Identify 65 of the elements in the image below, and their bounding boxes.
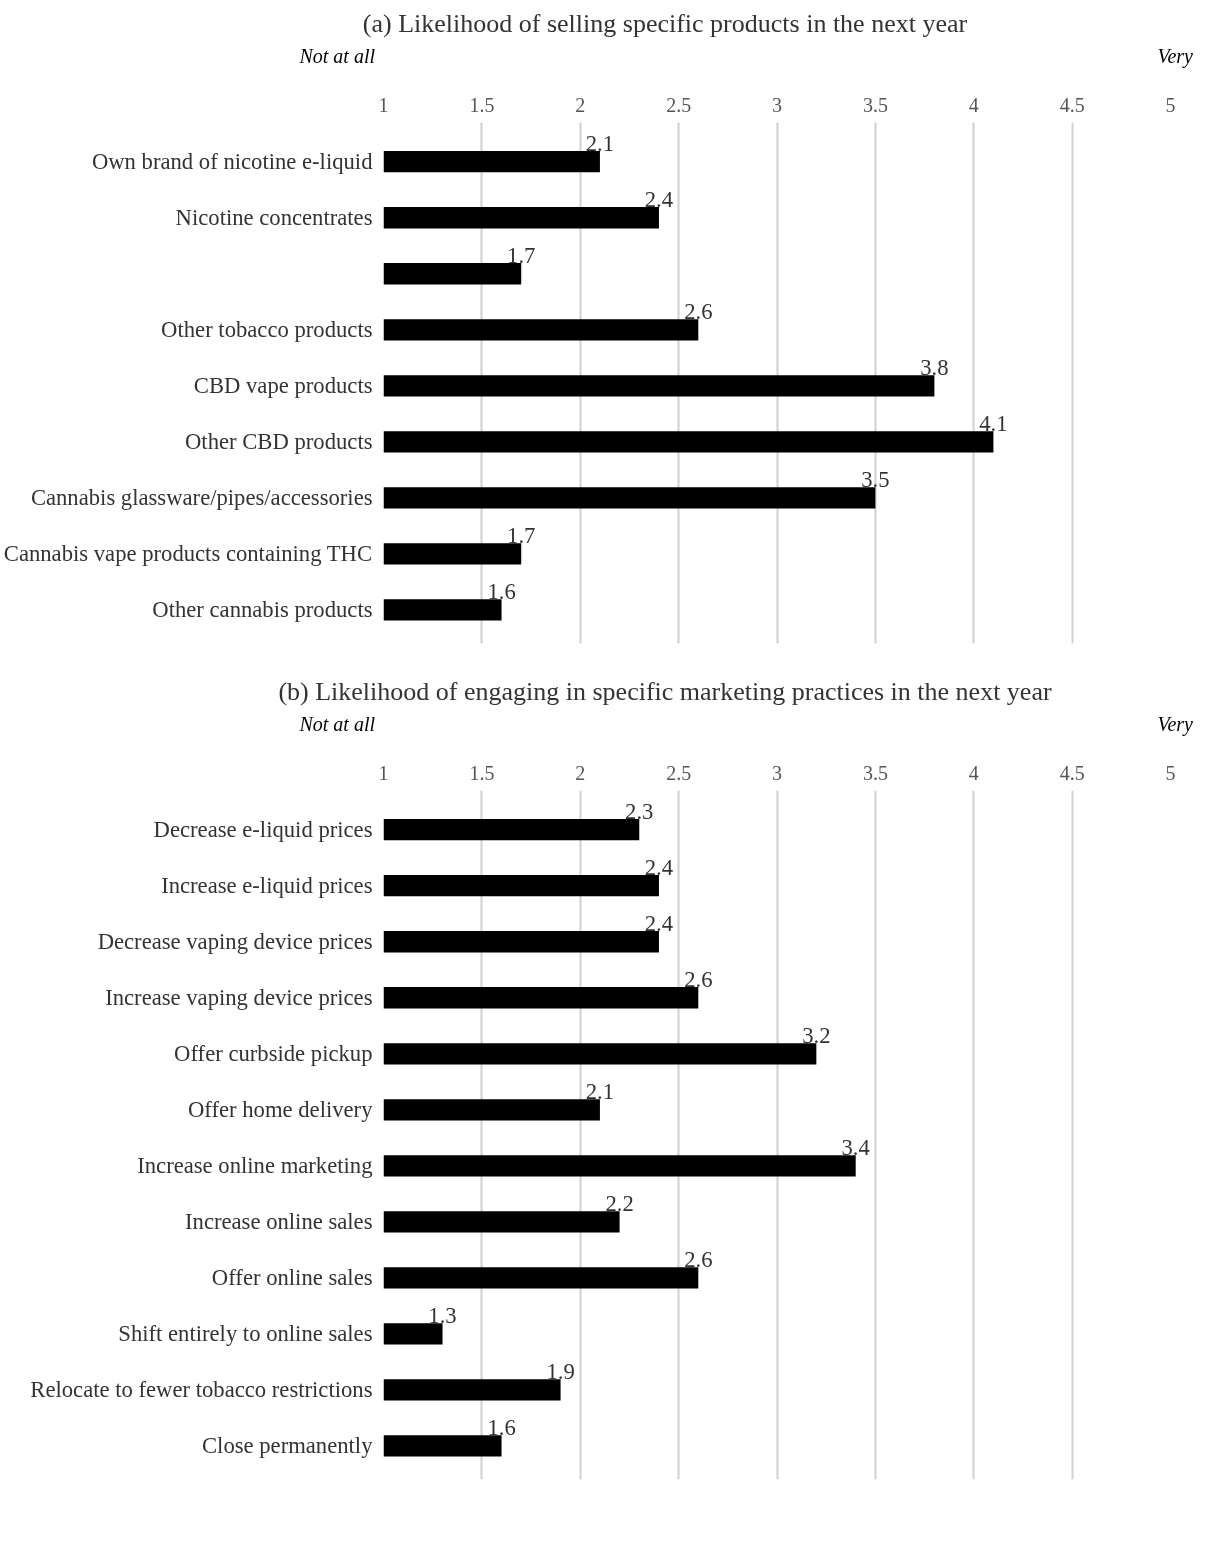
data-label: 2.2 [605,1190,634,1216]
y-tick-label: Increase e-liquid prices [161,873,373,899]
y-tick-label: Decrease vaping device prices [97,929,373,955]
data-label: 1.7 [507,242,536,268]
data-label: 1.6 [487,578,516,604]
y-tick-label: Shift entirely to online sales [118,1321,373,1347]
y-tick-label: Relocate to fewer tobacco restrictions [30,1377,373,1403]
x-tick-label: 4.5 [1059,761,1085,784]
y-tick-label: Increase online sales [185,1209,373,1235]
text: Very [1157,712,1193,738]
x-tick-label: 3.5 [862,761,888,784]
x-tick-label: 1 [378,93,389,116]
chart-title: (a) Likelihood of selling specific products in the next year [361,8,969,40]
y-tick-label: Cannabis vape products containing THC [3,541,373,567]
y-tick-label: Own brand of nicotine e-liquid [91,149,374,175]
x-tick-label: 1.5 [469,93,495,116]
y-tick-label: Increase online marketing [137,1153,373,1179]
data-label: 1.9 [546,1358,575,1384]
data-label: 2.4 [644,186,674,212]
y-tick-label: Offer home delivery [187,1097,374,1123]
x-tick-label: 3.5 [862,93,888,116]
x-tick-label: 5 [1165,93,1176,116]
data-label: 2.6 [684,298,713,324]
y-tick-label: Nicotine concentrates [175,205,373,231]
y-tick-label: Close permanently [201,1433,374,1459]
x-tick-label: 2 [575,93,586,116]
x-tick-label: 1.5 [469,761,495,784]
data-label: 1.6 [487,1414,516,1440]
data-label: 2.1 [585,130,615,156]
y-tick-label: Other CBD products [184,429,373,455]
y-tick-label: Cannabis glassware/pipes/accessories [30,485,373,511]
x-tick-label: 2.5 [666,93,692,116]
data-label: 2.1 [585,1078,615,1104]
text: Not at all [299,712,375,738]
data-label: 2.6 [684,966,713,992]
data-label: 3.5 [861,466,890,492]
data-label: 1.7 [507,522,536,548]
data-label: 1.3 [428,1302,457,1328]
y-tick-label: Decrease e-liquid prices [153,817,373,843]
x-tick-label: 1 [378,761,389,784]
data-label: 2.6 [684,1246,713,1272]
text: Very [1157,44,1193,70]
x-tick-label: 3 [772,93,782,116]
x-tick-label: 4 [968,761,979,784]
x-tick-label: 5 [1165,761,1176,784]
data-label: 3.4 [841,1134,870,1160]
y-tick-label: Other cannabis products [152,597,373,623]
data-label: 4.1 [979,410,1008,436]
x-tick-label: 2.5 [666,761,692,784]
y-tick-label: Increase vaping device prices [105,985,373,1011]
x-tick-label: 4.5 [1059,93,1085,116]
data-label: 2.4 [644,910,674,936]
x-tick-label: 2 [575,761,586,784]
text: Not at all [299,44,375,70]
y-tick-label: Offer online sales [211,1265,373,1291]
y-tick-label: Offer curbside pickup [174,1041,373,1067]
data-label: 2.3 [625,798,654,824]
chart-title: (b) Likelihood of engaging in specific marketing practices in the next year [277,676,1053,708]
data-label: 3.2 [802,1022,831,1048]
x-tick-label: 4 [968,93,979,116]
data-label: 3.8 [920,354,949,380]
y-tick-label: Other tobacco products [161,317,373,343]
data-label: 2.4 [644,854,674,880]
x-tick-label: 3 [772,761,782,784]
y-tick-label: CBD vape products [193,373,373,399]
